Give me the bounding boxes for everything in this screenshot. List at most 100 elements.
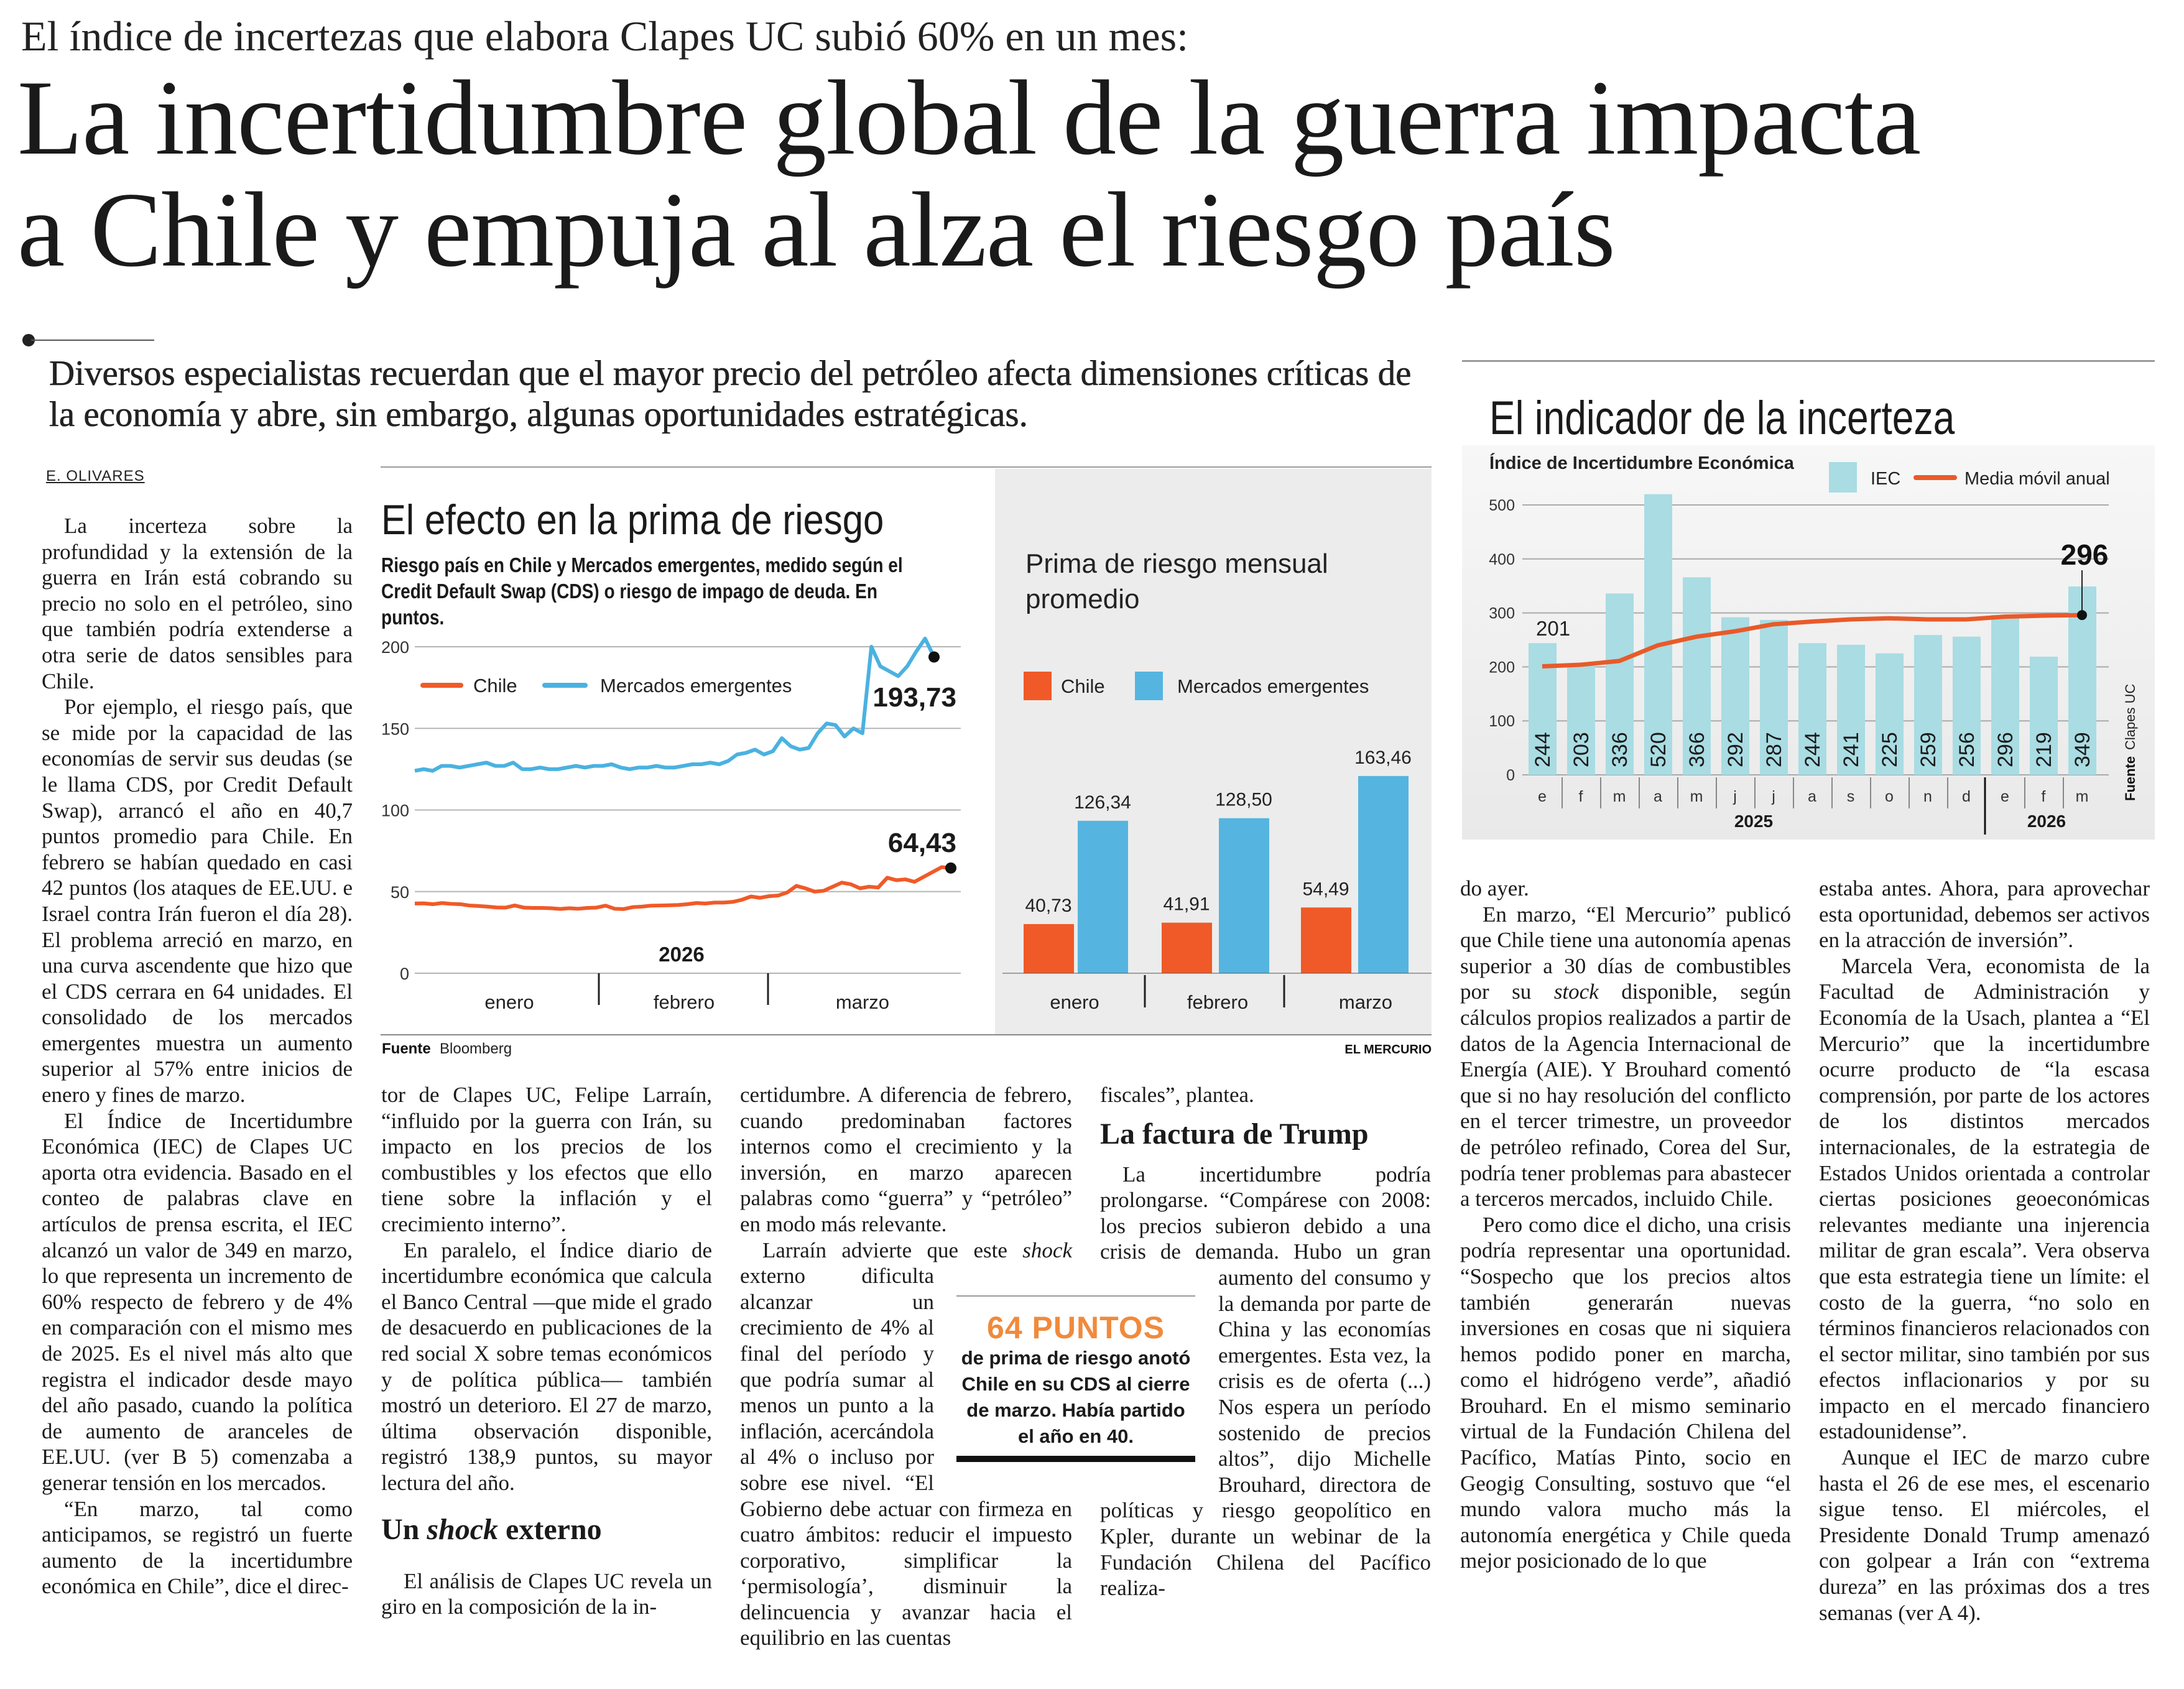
bar-iec (1606, 593, 1634, 775)
legend-label: Mercados emergentes (1177, 675, 1369, 697)
year-label: 2026 (2027, 812, 2066, 831)
article-column-1: La incerteza sobre la profundidad y la e… (42, 513, 353, 1599)
moving-average-line (1542, 613, 2083, 669)
subheading-emphasis: shock (427, 1512, 499, 1546)
article-column-6: estaba antes. Ahora, para aprovechar est… (1819, 876, 2150, 1626)
bar-value-label: 163,46 (1354, 747, 1412, 768)
x-tick-label: e (1538, 788, 1547, 805)
x-tick-label: marzo (1339, 991, 1392, 1013)
paragraph: Aunque el IEC de marzo cubre hasta el 26… (1819, 1445, 2150, 1625)
bar-value-label: 126,34 (1074, 792, 1131, 813)
paragraph: tor de Clapes UC, Felipe Larraín, “influ… (381, 1083, 712, 1236)
y-tick-label: 200 (381, 638, 409, 657)
paragraph: El análisis de Clapes UC revela un giro … (381, 1568, 712, 1619)
bar-value-label: 128,50 (1215, 790, 1272, 810)
subheading: Un shock externo (381, 1512, 712, 1547)
legend-label: Mercados emergentes (600, 675, 792, 696)
bar-emerging-markets (1078, 820, 1128, 973)
bar-iec (1760, 619, 1788, 775)
y-tick-label: 500 (1489, 497, 1515, 514)
end-value-label: 296 (2061, 539, 2109, 571)
y-tick-label: 150 (381, 720, 409, 738)
paragraph-emphasis: stock (1553, 979, 1599, 1004)
paragraph: do ayer. (1460, 876, 1529, 900)
bar-emerging-markets (1358, 775, 1409, 973)
legend-swatch-emerging-markets (1135, 672, 1163, 700)
paragraph-text: En marzo, “El Mercurio” publicó que Chil… (1460, 902, 1791, 1004)
legend-label: Media móvil anual (1964, 469, 2110, 489)
x-tick-label: m (1690, 788, 1703, 805)
paragraph: La incerteza sobre la profundidad y la e… (42, 514, 353, 693)
article-column-2: tor de Clapes UC, Felipe Larraín, “influ… (381, 1082, 712, 1620)
x-tick-label: f (1579, 788, 1583, 805)
pull-quote-top-rule (956, 1295, 1195, 1297)
legend-label: Chile (1061, 675, 1105, 697)
bar-iec (1644, 494, 1672, 775)
bar-value-label: 244 (1531, 732, 1555, 767)
paragraph: Pero como dice el dicho, una crisis podr… (1460, 1212, 1791, 1573)
bar-iec (1953, 636, 1981, 775)
pull-quote: 64 PUNTOS de prima de riesgo anotó Chile… (956, 1295, 1195, 1462)
x-axis-year-label: 2026 (659, 943, 704, 966)
bar-iec (1876, 653, 1904, 775)
chart-subtitle: Índice de Incertidumbre Económica (1489, 452, 1795, 473)
year-label: 2025 (1734, 812, 1773, 831)
bar-iec (1721, 617, 1749, 775)
x-tick-label: o (1885, 788, 1894, 805)
series-line-emerging-markets (414, 636, 936, 773)
bar-iec (1991, 615, 2019, 775)
headline-line-2: a Chile y empuja al alza el riesgo país (17, 171, 1616, 289)
end-value-label: 193,73 (872, 682, 956, 713)
paragraph-text: disponible, según cálculos propios reali… (1460, 979, 1791, 1211)
bar-value-label: 54,49 (1302, 879, 1349, 899)
end-value-label: 64,43 (888, 828, 956, 858)
end-point-dot (928, 651, 940, 663)
paragraph-emphasis: shock (1022, 1238, 1072, 1262)
kicker: El índice de incertezas que elabora Clap… (21, 12, 1188, 60)
bar-value-label: 40,73 (1025, 895, 1071, 916)
paragraph: Larraín advierte que este shock externo … (740, 1238, 1072, 1652)
paragraph: estaba antes. Ahora, para aprovechar est… (1819, 876, 2150, 953)
x-tick-label: m (2076, 788, 2089, 805)
legend-label: Chile (473, 675, 517, 696)
iec-chart-top-rule (1462, 360, 2155, 362)
y-tick-label: 100 (1489, 713, 1515, 730)
bar-iec (1914, 635, 1942, 775)
bar-value-label: 336 (1608, 732, 1632, 767)
paragraph: fiscales”, plantea. (1100, 1083, 1254, 1107)
bar-value-label: 244 (1801, 732, 1825, 767)
bar-value-label: 366 (1685, 732, 1709, 767)
paragraph: Por ejemplo, el riesgo país, que se mide… (42, 695, 353, 1108)
bar-value-label: 41,91 (1163, 894, 1210, 915)
article-column-3: certidumbre. A diferencia de febrero, cu… (740, 1082, 1072, 1651)
bar-value-label: 219 (2032, 732, 2056, 767)
paragraph-text: externo dificulta alcanzar un crecimient… (740, 1264, 1072, 1650)
x-tick-label: e (2001, 788, 2009, 805)
divider (31, 340, 154, 341)
x-tick-label: marzo (836, 991, 889, 1013)
x-tick-label: d (1962, 788, 1971, 805)
pull-quote-number: 64 PUNTOS (987, 1310, 1165, 1345)
y-tick-label: 100 (381, 802, 409, 820)
iec-chart: Índice de Incertidumbre Económica 0 100 200… (1462, 445, 2155, 840)
end-point-dot (945, 862, 956, 874)
bar-value-label: 241 (1839, 732, 1863, 767)
x-tick-label: j (1771, 788, 1775, 805)
legend-swatch-iec (1829, 462, 1857, 493)
paragraph: En paralelo, el Índice diario de incerti… (381, 1238, 712, 1495)
pull-quote-text: de prima de riesgo anotó Chile en su CDS… (961, 1347, 1191, 1447)
bar-iec (1798, 643, 1826, 775)
y-tick-label: 0 (400, 965, 409, 983)
end-point-dot (2077, 610, 2087, 621)
iec-chart-title: El indicador de la incerteza (1489, 392, 1955, 445)
bar-value-label: 259 (1917, 732, 1940, 767)
bar-value-label: 292 (1724, 732, 1747, 767)
start-value-label: 201 (1536, 617, 1570, 640)
credit-label: EL MERCURIO (1344, 1043, 1432, 1057)
x-tick-label: a (1654, 788, 1662, 805)
bar-value-label: 256 (1955, 732, 1979, 767)
bar-value-label: 225 (1878, 732, 1902, 767)
byline: E. OLIVARES (46, 468, 145, 484)
x-tick-label: s (1847, 788, 1855, 805)
bar-value-label: 203 (1570, 732, 1593, 767)
